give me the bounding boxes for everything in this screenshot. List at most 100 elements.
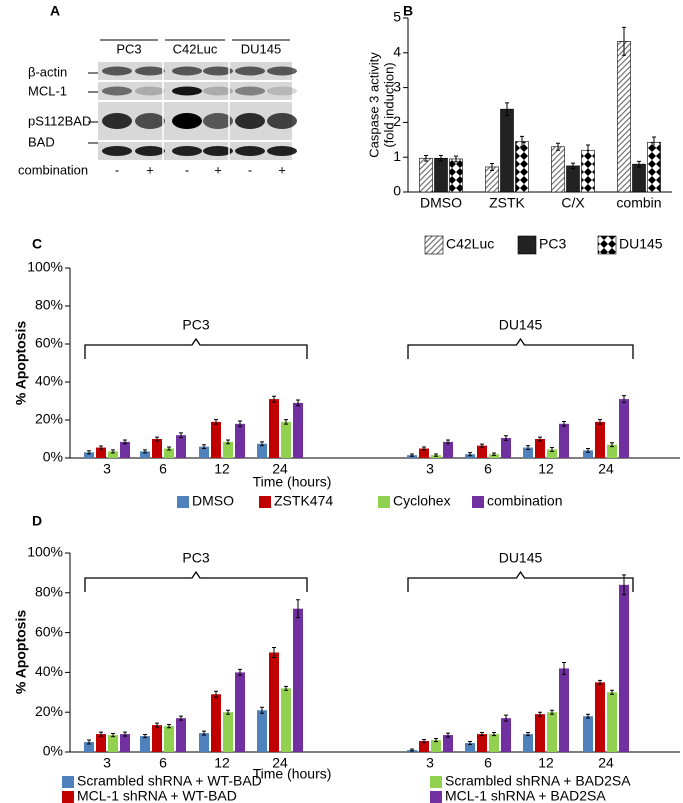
legend-label: MCL-1 shRNA + WT-BAD [77,788,237,803]
bar [419,741,429,752]
bar [281,688,291,752]
legend-label: MCL-1 shRNA + BAD2SA [445,788,606,803]
legend-label: C42Luc [446,236,494,252]
x-tick-label: 24 [272,461,288,477]
bar [583,450,593,458]
bar [257,443,267,458]
error-bar [538,711,542,717]
bar [566,165,580,193]
bar [211,421,221,458]
band [235,146,265,156]
legend-swatch [62,791,74,803]
y-axis-label: (fold induction) [381,62,396,147]
bar [96,447,106,458]
band [267,113,297,129]
x-tick-label: 6 [159,461,167,477]
group-label: DU145 [499,550,543,566]
y-tick-label: 0 [393,183,401,199]
error-bar [586,448,590,453]
bar [489,454,499,458]
band [102,113,132,129]
error-bar [111,732,115,738]
y-axis-label: % Apoptosis [13,610,29,694]
error-bar [155,722,159,728]
x-tick-label: DMSO [420,195,462,211]
bar [419,448,429,458]
bar [431,740,441,752]
band [203,66,233,76]
bar [547,712,557,752]
y-axis-label: Caspase 3 activity [366,52,381,158]
bar [581,149,595,193]
bar [619,399,629,458]
error-bar [260,441,264,447]
error-bar [586,713,590,719]
x-tick-label: 6 [484,461,492,477]
bar [223,441,233,458]
legend-label: Cyclohex [393,493,451,509]
y-tick-label: 2 [393,113,401,129]
y-tick-label: 40% [35,373,63,389]
error-bar [562,421,566,427]
bar [152,725,162,752]
y-tick-label: 100% [27,544,63,560]
legend-swatch [472,496,484,508]
bar [269,652,279,752]
bar [443,735,453,752]
error-bar [111,449,115,454]
error-bar [226,709,230,715]
cell-line-label: PC3 [116,41,141,56]
bar [176,435,186,458]
y-tick-label: 4 [393,44,401,60]
y-tick-label: 60% [35,335,63,351]
error-bar [434,737,438,743]
band [102,86,132,96]
bar [477,734,487,752]
bar [235,423,245,458]
error-bar [622,26,626,56]
legend-swatch [177,496,189,508]
error-bar [598,679,602,685]
error-bar [556,142,560,151]
bar [617,41,631,193]
x-tick-label: 3 [103,461,111,477]
bar [443,441,453,458]
band [267,86,297,96]
group-label: DU145 [499,317,543,333]
bar [607,692,617,752]
error-bar [550,447,554,452]
error-bar [538,436,542,442]
band [235,86,265,96]
band [203,86,233,96]
error-bar [214,419,218,425]
bar [164,448,174,458]
bar [477,445,487,458]
group-bracket [407,337,634,359]
legend-swatch [597,235,617,255]
y-tick-label: 20% [35,411,63,427]
error-bar [226,439,230,445]
x-tick-label: 12 [538,461,554,477]
panel-label: D [32,513,42,529]
error-bar [143,449,147,454]
bar [293,402,303,458]
error-bar [446,439,450,445]
error-bar [422,738,426,744]
error-bar [526,445,530,450]
y-tick-label: 20% [35,703,63,719]
bar [583,716,593,752]
y-tick-label: 100% [27,259,63,275]
band [235,113,265,129]
error-bar [439,154,443,162]
error-bar [505,102,509,116]
band [172,86,202,96]
error-bar [179,715,183,721]
bar [419,157,433,193]
y-tick-label: 3 [393,78,401,94]
error-bar [238,668,242,676]
legend-label: PC3 [539,236,566,252]
band [235,66,265,76]
bar [152,439,162,458]
error-bar [260,706,264,714]
band [135,113,165,129]
